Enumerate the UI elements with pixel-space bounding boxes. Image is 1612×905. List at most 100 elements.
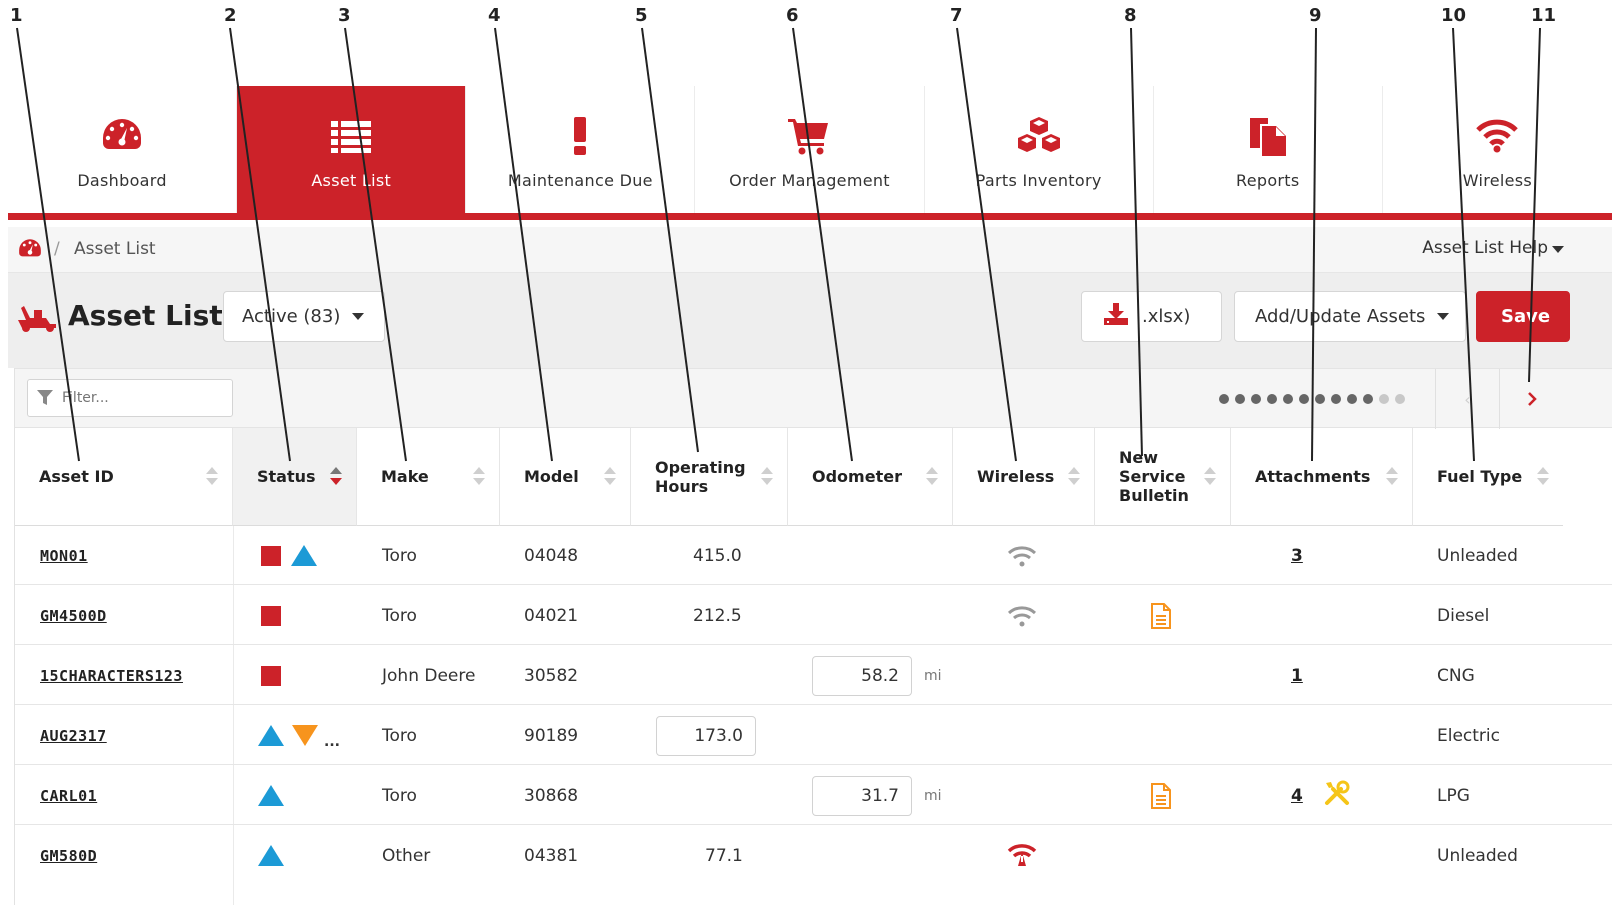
help-menu[interactable]: Asset List Help bbox=[1422, 238, 1548, 258]
hours-input[interactable]: 173.0 bbox=[656, 715, 756, 756]
nav-reports[interactable]: Reports bbox=[1154, 86, 1383, 213]
service-bulletin-document-icon[interactable] bbox=[1151, 766, 1171, 825]
page-dot[interactable] bbox=[1267, 394, 1277, 404]
chevron-down-icon bbox=[1437, 313, 1450, 320]
nav-label-order-management: Order Management bbox=[729, 171, 890, 190]
filter-input[interactable] bbox=[27, 379, 233, 417]
filter-icon bbox=[37, 390, 53, 410]
col-header-wireless[interactable]: Wireless bbox=[953, 428, 1095, 526]
attachments-link[interactable]: 3 bbox=[1291, 545, 1303, 566]
col-header-make[interactable]: Make bbox=[357, 428, 500, 526]
chevron-down-icon[interactable] bbox=[1552, 246, 1564, 253]
odometer-input[interactable]: 31.7 bbox=[812, 775, 912, 816]
service-bulletin-document-icon[interactable] bbox=[1151, 586, 1171, 645]
fuel-cell: Unleaded bbox=[1437, 545, 1518, 566]
page-dot[interactable] bbox=[1331, 394, 1341, 404]
dashboard-home-icon[interactable] bbox=[18, 238, 42, 264]
asset-id-link[interactable]: MON01 bbox=[40, 546, 88, 565]
col-label: Wireless bbox=[977, 467, 1055, 486]
col-label: Odometer bbox=[812, 467, 902, 486]
red-square-status-icon bbox=[261, 545, 281, 566]
nav-order-management[interactable]: Order Management bbox=[695, 86, 925, 213]
filter-row: ‹ bbox=[15, 368, 1612, 429]
col-header-odometer[interactable]: Odometer bbox=[788, 428, 953, 526]
export-label: .xlsx) bbox=[1142, 306, 1191, 327]
col-header-fuel-type[interactable]: Fuel Type bbox=[1413, 428, 1563, 526]
col-label: Model bbox=[524, 467, 579, 486]
sort-icon[interactable] bbox=[1068, 467, 1080, 487]
sort-icon[interactable] bbox=[206, 467, 218, 487]
page-dot[interactable] bbox=[1299, 394, 1309, 404]
asset-id-link[interactable]: GM4500D bbox=[40, 606, 107, 625]
attachments-link[interactable]: 1 bbox=[1291, 665, 1303, 686]
asset-id-link[interactable]: AUG2317 bbox=[40, 726, 107, 745]
make-cell: Toro bbox=[382, 545, 417, 566]
page-dot[interactable] bbox=[1251, 394, 1261, 404]
col-label: Attachments bbox=[1255, 467, 1371, 486]
col-header-asset-id[interactable]: Asset ID bbox=[15, 428, 233, 526]
odometer-unit: mi bbox=[924, 667, 942, 684]
nav-wireless[interactable]: Wireless bbox=[1383, 86, 1612, 213]
col-header-new-service-bulletin[interactable]: New Service Bulletin bbox=[1095, 428, 1231, 526]
sort-icon[interactable] bbox=[1386, 467, 1398, 487]
page-dot[interactable] bbox=[1235, 394, 1245, 404]
blue-triangle-status-icon bbox=[258, 845, 284, 866]
page-dot[interactable] bbox=[1219, 394, 1229, 404]
col-header-attachments[interactable]: Attachments bbox=[1231, 428, 1413, 526]
status-filter-dropdown[interactable]: Active (83) bbox=[223, 291, 385, 342]
sort-icon[interactable] bbox=[473, 467, 485, 487]
col-header-model[interactable]: Model bbox=[500, 428, 631, 526]
table-row: AUG2317 ... Toro 90189 173.0 Electric bbox=[15, 706, 1612, 765]
sort-icon[interactable] bbox=[1537, 467, 1549, 487]
more-status-indicator[interactable]: ... bbox=[324, 733, 340, 750]
callout-10: 10 bbox=[1441, 5, 1467, 26]
page-dot[interactable] bbox=[1379, 394, 1389, 404]
cart-icon bbox=[695, 114, 923, 158]
sort-icon[interactable] bbox=[604, 467, 616, 487]
mower-icon bbox=[16, 306, 58, 336]
page-dot[interactable] bbox=[1363, 394, 1373, 404]
nav-asset-list[interactable]: Asset List bbox=[237, 86, 467, 213]
chevron-left-icon[interactable]: ‹ bbox=[1435, 369, 1499, 429]
tools-icon[interactable] bbox=[1323, 779, 1351, 812]
model-cell: 90189 bbox=[524, 725, 579, 746]
column-page-dots[interactable] bbox=[1219, 394, 1405, 404]
blue-triangle-status-icon bbox=[258, 785, 284, 806]
nav-maintenance-due[interactable]: Maintenance Due bbox=[466, 86, 696, 213]
add-update-label: Add/Update Assets bbox=[1255, 306, 1426, 327]
asset-id-link[interactable]: CARL01 bbox=[40, 786, 98, 805]
wifi-red-warning-icon bbox=[1007, 826, 1037, 885]
sort-icon[interactable] bbox=[1204, 467, 1216, 487]
sort-icon[interactable] bbox=[926, 467, 938, 487]
asset-id-link[interactable]: GM580D bbox=[40, 846, 98, 865]
save-button[interactable]: Save bbox=[1476, 291, 1570, 342]
status-icons bbox=[261, 526, 325, 585]
sort-icon[interactable] bbox=[761, 467, 773, 487]
odometer-unit: mi bbox=[924, 787, 942, 804]
chevron-right-icon[interactable] bbox=[1499, 369, 1563, 429]
col-header-operating-hours[interactable]: Operating Hours bbox=[631, 428, 788, 526]
page-dot[interactable] bbox=[1395, 394, 1405, 404]
col-header-status[interactable]: Status bbox=[233, 428, 357, 526]
sort-desc-icon[interactable] bbox=[330, 467, 342, 487]
page-dot[interactable] bbox=[1347, 394, 1357, 404]
attachments-link[interactable]: 4 bbox=[1291, 785, 1303, 806]
nav-dashboard[interactable]: Dashboard bbox=[8, 86, 238, 213]
fuel-cell: LPG bbox=[1437, 785, 1470, 806]
callout-1: 1 bbox=[10, 5, 23, 26]
wifi-gray-icon bbox=[1007, 586, 1037, 645]
column-divider bbox=[233, 526, 234, 905]
model-cell: 04381 bbox=[524, 845, 579, 866]
breadcrumb-bar: / Asset List Asset List Help bbox=[8, 227, 1612, 273]
odometer-input[interactable]: 58.2 bbox=[812, 655, 912, 696]
page-dot[interactable] bbox=[1283, 394, 1293, 404]
blue-triangle-status-icon bbox=[258, 725, 284, 746]
callout-11: 11 bbox=[1531, 5, 1557, 26]
export-xlsx-button[interactable]: .xlsx) bbox=[1081, 291, 1222, 342]
top-nav: Dashboard Asset List Maintenance Due bbox=[8, 86, 1612, 220]
hours-cell: 212.5 bbox=[693, 605, 742, 626]
page-dot[interactable] bbox=[1315, 394, 1325, 404]
asset-id-link[interactable]: 15CHARACTERS123 bbox=[40, 666, 183, 685]
nav-parts-inventory[interactable]: Parts Inventory bbox=[925, 86, 1154, 213]
add-update-assets-dropdown[interactable]: Add/Update Assets bbox=[1234, 291, 1466, 342]
